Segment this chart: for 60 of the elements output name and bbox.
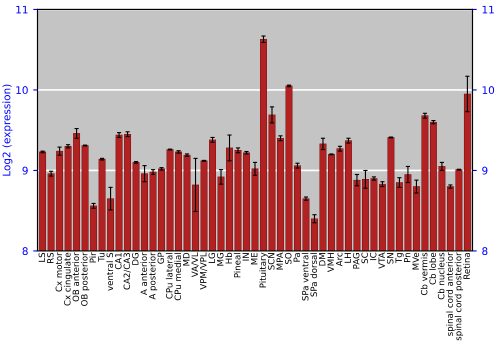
x-tick-label: DM (319, 253, 326, 266)
x-tick-label: ventral S (106, 252, 114, 291)
x-tick-label: Pituitary (259, 252, 268, 288)
x-tick-label: GP (158, 252, 164, 264)
y-tick-label: 11 (16, 6, 28, 14)
x-tick-label: Tg (396, 253, 404, 264)
x-tick-label: CPu lateral (166, 253, 173, 299)
x-tick-label: IC (370, 252, 376, 260)
x-tick-label: Cx motor (56, 252, 62, 292)
y-tick-label: 8 (22, 247, 28, 256)
x-tick-label: Cx cingulate (64, 252, 72, 306)
x-tick-label: VTA (378, 252, 385, 269)
x-tick-label: VA/VL (192, 252, 199, 278)
x-tick-label: Cb lobe (429, 252, 436, 284)
x-tick-label: SCN (268, 253, 274, 270)
x-tick-label: A anterior (140, 252, 148, 296)
x-tick-label: SPa dorsal (310, 253, 317, 296)
y-axis-title: Log2 (expression) (2, 84, 12, 176)
x-tick-label: Pn (404, 253, 410, 262)
x-tick-label: Cb vermis (420, 252, 428, 296)
y2-tick-label: 10 (482, 86, 494, 94)
y2-tick-label: 11 (482, 6, 494, 14)
x-tick-label: DG (132, 253, 139, 265)
x-tick-label: Tu (98, 253, 105, 262)
x-tick-label: RS (47, 252, 54, 263)
x-tick-label: spinal cord anterior (446, 252, 455, 336)
x-tick-label: VPM/VPL (200, 252, 208, 290)
x-tick-label: SO (284, 252, 292, 264)
x-tick-label: LS (38, 252, 46, 262)
x-tick-label: CPu medial (174, 253, 182, 300)
x-tick-label: SPa ventral (302, 253, 308, 300)
x-tick-label: IN (242, 253, 249, 260)
x-tick-label: ME (251, 252, 258, 264)
y-tick-label: 9 (22, 166, 28, 175)
y-tick-label: 10 (16, 86, 28, 94)
x-tick-label: Pa (294, 253, 300, 262)
x-tick-label: Pir (89, 252, 96, 262)
x-tick-label: LH (344, 253, 351, 263)
x-tick-label: Pineal (234, 253, 241, 278)
x-tick-label: MVe (412, 252, 419, 270)
x-tick-label: SN (386, 253, 394, 264)
x-tick-label: VMH (328, 253, 334, 272)
y2-tick-label: 8 (482, 247, 488, 256)
x-tick-label: PAG (352, 253, 360, 269)
x-tick-label: Arc (336, 252, 342, 266)
x-tick-label: MD (183, 252, 190, 266)
x-tick-label: A posterior (148, 252, 158, 300)
x-tick-label: Cb nucleus (438, 252, 444, 300)
x-tick-label: Retina (463, 253, 470, 279)
x-tick-label: spinal cord posterior (454, 252, 464, 340)
x-tick-label: CA1 (115, 253, 122, 270)
x-tick-label: SC (361, 252, 368, 264)
x-tick-label: MG (217, 253, 224, 266)
x-tick-label: LG (208, 253, 216, 263)
y2-tick-label: 9 (482, 166, 488, 175)
x-tick-label: OB posterior (80, 252, 90, 306)
x-tick-label: Hb (225, 252, 232, 264)
x-tick-label: CA2/CA3 (124, 253, 131, 290)
x-tick-label: OB anterior (72, 252, 80, 302)
x-tick-label: MPA (276, 252, 283, 270)
